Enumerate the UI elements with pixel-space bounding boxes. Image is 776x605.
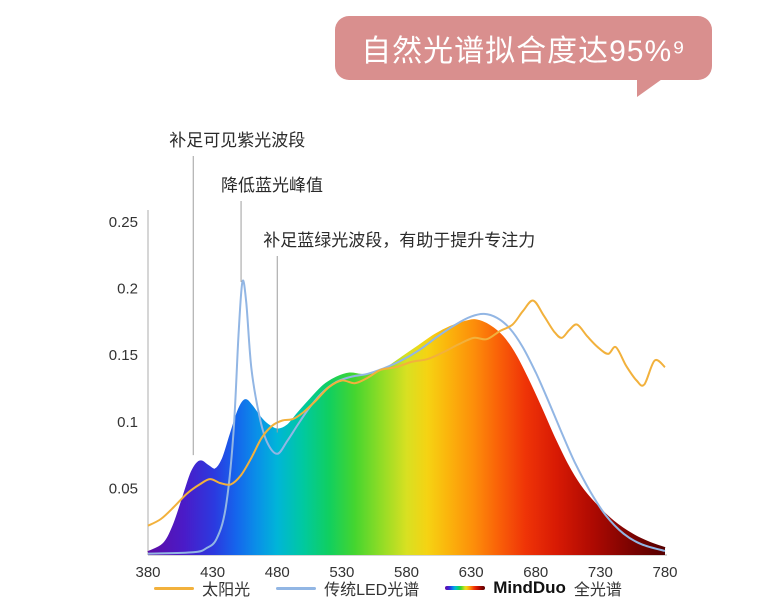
- mindduo-spectrum-area: [148, 320, 665, 555]
- legend-swatch-sun: [154, 586, 195, 590]
- annotation-label: 补足蓝绿光波段，有助于提升专注力: [263, 231, 535, 250]
- x-tick-label: 730: [588, 564, 613, 581]
- x-tick-label: 480: [265, 564, 290, 581]
- x-tick-label: 580: [394, 564, 419, 581]
- legend-label-led: 传统LED光谱: [324, 582, 420, 599]
- legend-swatch-led: [276, 586, 317, 590]
- legend-item-sunlight: 太阳光: [154, 576, 250, 600]
- x-tick-label: 430: [200, 564, 225, 581]
- fit-badge: 自然光谱拟合度达95%⁹: [335, 16, 712, 97]
- chart-legend: 太阳光 传统LED光谱 MindDuo 全光谱: [0, 574, 776, 602]
- x-tick-label: 630: [459, 564, 484, 581]
- legend-item-led: 传统LED光谱: [276, 576, 419, 600]
- x-tick-label: 680: [523, 564, 548, 581]
- legend-label-mindduo: 全光谱: [573, 582, 622, 599]
- annotation-label: 补足可见紫光波段: [169, 131, 305, 150]
- y-tick-label: 0.2: [117, 281, 138, 298]
- annotation-label: 降低蓝光峰值: [221, 176, 323, 195]
- y-tick-label: 0.05: [109, 480, 138, 497]
- legend-brand-mindduo: MindDuo: [493, 578, 566, 597]
- mindduo-spectrum-curve: [147, 319, 666, 554]
- fit-badge-text: 自然光谱拟合度达95%⁹: [361, 35, 686, 68]
- sunlight-curve: [147, 299, 666, 527]
- y-tick-label: 0.1: [117, 414, 138, 431]
- y-tick-label: 0.15: [109, 347, 138, 364]
- x-tick-label: 530: [329, 564, 354, 581]
- x-tick-label: 780: [652, 564, 677, 581]
- led-curve: [147, 279, 666, 555]
- legend-label-sunlight: 太阳光: [202, 582, 251, 599]
- y-tick-label: 0.25: [109, 214, 138, 231]
- legend-swatch-spectrum: [445, 586, 486, 590]
- x-tick-label: 380: [135, 564, 160, 581]
- legend-item-mindduo: MindDuo 全光谱: [445, 576, 622, 600]
